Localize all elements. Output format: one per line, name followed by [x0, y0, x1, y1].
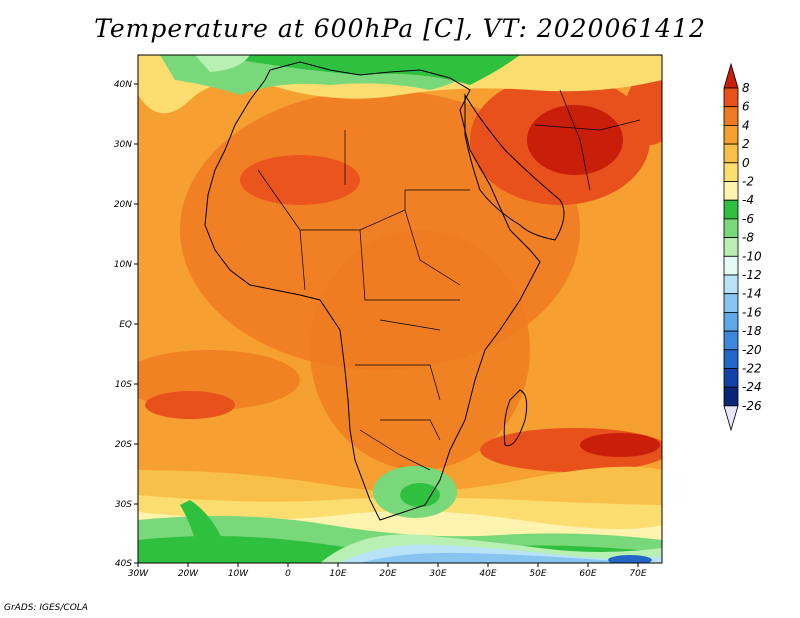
colorbar-label: -16	[742, 305, 762, 319]
lon-tick-label: 50E	[529, 569, 546, 579]
colorbar-swatch	[723, 106, 739, 126]
lat-tick-label: 20N	[114, 200, 132, 210]
colorbar-swatch	[723, 125, 739, 145]
colorbar-label: -2	[742, 175, 754, 189]
lon-tick-label: 70E	[629, 569, 646, 579]
colorbar-bottom-arrow	[723, 405, 739, 432]
colorbar-swatch	[723, 386, 739, 407]
colorbar-label: -8	[742, 231, 754, 245]
colorbar-swatch	[723, 162, 739, 182]
colorbar-swatch	[723, 255, 739, 276]
colorbar-label: -26	[742, 399, 762, 413]
colorbar-swatch	[723, 87, 739, 108]
lon-tick-label: 10E	[329, 569, 346, 579]
colorbar-swatch	[723, 368, 739, 388]
colorbar-label: -22	[742, 362, 762, 376]
colorbar-label: 8	[742, 81, 750, 95]
colorbar-label: -4	[742, 193, 754, 207]
colorbar-label: 2	[742, 137, 750, 151]
lon-tick-label: 30W	[128, 569, 149, 579]
colorbar-legend: 8 6 4 2 0 -2 -4 -6 -8 -10 -12 -14 -16 -18 -20 -22 -24 -26	[723, 62, 762, 432]
colorbar-swatch	[723, 349, 739, 369]
colorbar-label: -24	[742, 380, 762, 394]
colorbar-swatch	[723, 237, 739, 257]
colorbar-label: 6	[742, 100, 750, 114]
colorbar-swatch	[723, 143, 739, 164]
colorbar-swatch	[723, 274, 739, 295]
lon-tick-label: 30E	[429, 569, 446, 579]
lon-tick-label: 0	[285, 569, 291, 579]
temperature-field	[138, 55, 662, 563]
coastlines	[204, 61, 565, 521]
lat-tick-label: 10S	[115, 380, 132, 390]
lat-tick-label: 40S	[115, 559, 132, 569]
colorbar-label: 4	[742, 118, 750, 132]
colorbar-label: -12	[742, 268, 762, 282]
colorbar-label: -6	[742, 212, 754, 226]
lat-tick-label: 40N	[114, 80, 132, 90]
colorbar-swatch	[723, 330, 739, 351]
colorbar-label: -14	[742, 287, 762, 301]
lon-tick-label: 60E	[579, 569, 596, 579]
lon-tick-label: 20W	[178, 569, 199, 579]
grads-credit: GrADS: IGES/COLA	[4, 603, 88, 613]
colorbar-label: -10	[742, 249, 762, 263]
lat-tick-label: EQ	[119, 320, 132, 330]
colorbar-swatch	[723, 181, 739, 201]
plot-frame	[137, 54, 663, 564]
lat-tick-label: 20S	[115, 440, 132, 450]
map-title: Temperature at 600hPa [C], VT: 202006141…	[94, 14, 706, 43]
colorbar-swatch	[723, 311, 739, 332]
country-borders	[257, 89, 641, 471]
colorbar-label: -20	[742, 343, 762, 357]
colorbar-swatch	[723, 218, 739, 238]
lon-tick-label: 40E	[479, 569, 496, 579]
colorbar-label: -18	[742, 324, 762, 338]
lat-tick-label: 10N	[114, 260, 132, 270]
lat-tick-label: 30S	[115, 500, 132, 510]
lon-tick-label: 20E	[379, 569, 396, 579]
lat-tick-label: 30N	[114, 140, 132, 150]
colorbar-top-arrow	[723, 62, 739, 89]
colorbar-swatch	[723, 199, 739, 220]
colorbar-swatch	[723, 293, 739, 313]
lon-tick-label: 10W	[228, 569, 249, 579]
colorbar-label: 0	[742, 156, 750, 170]
